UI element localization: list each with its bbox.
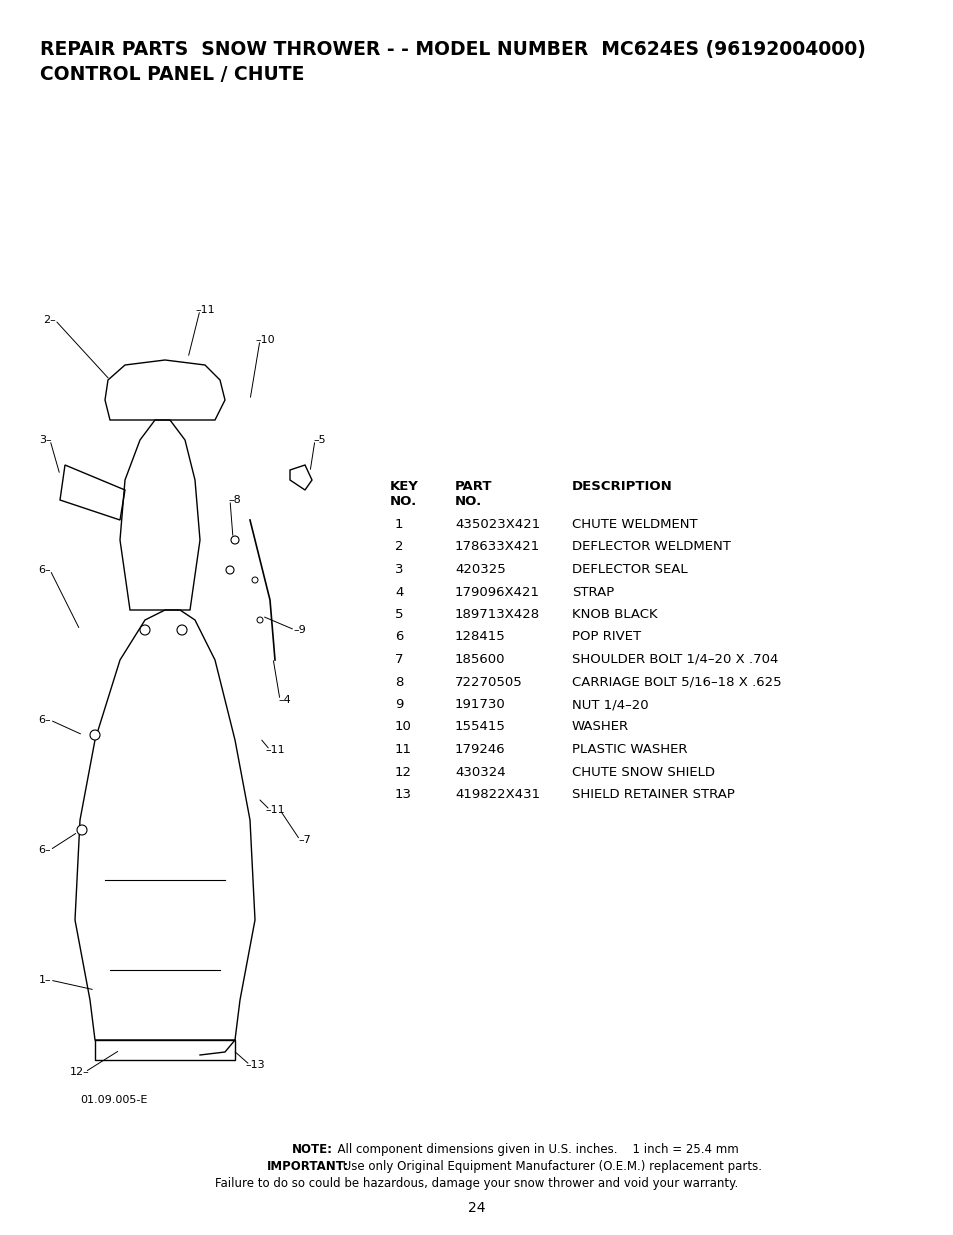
Text: 01.09.005-E: 01.09.005-E [80,1095,147,1105]
Text: 1: 1 [395,517,403,531]
Text: Failure to do so could be hazardous, damage your snow thrower and void your warr: Failure to do so could be hazardous, dam… [215,1177,738,1191]
Text: 191730: 191730 [455,698,505,711]
Text: CONTROL PANEL / CHUTE: CONTROL PANEL / CHUTE [40,65,304,84]
Text: 179096X421: 179096X421 [455,585,539,599]
Circle shape [90,730,100,740]
Text: Use only Original Equipment Manufacturer (O.E.M.) replacement parts.: Use only Original Equipment Manufacturer… [338,1160,761,1173]
Text: DESCRIPTION: DESCRIPTION [572,480,672,493]
Text: 6–: 6– [39,564,51,576]
Text: 10: 10 [395,720,412,734]
Text: PART
NO.: PART NO. [455,480,492,508]
Text: –4: –4 [278,695,291,705]
Text: 419822X431: 419822X431 [455,788,539,802]
Text: –5: –5 [314,435,326,445]
Text: 185600: 185600 [455,653,505,666]
Text: 2–: 2– [44,315,56,325]
Text: 6–: 6– [39,845,51,855]
Text: –13: –13 [245,1060,265,1070]
Text: CHUTE SNOW SHIELD: CHUTE SNOW SHIELD [572,766,714,778]
Text: STRAP: STRAP [572,585,614,599]
Text: 13: 13 [395,788,412,802]
Text: PLASTIC WASHER: PLASTIC WASHER [572,743,687,756]
Text: DEFLECTOR WELDMENT: DEFLECTOR WELDMENT [572,541,730,553]
Text: 4: 4 [395,585,403,599]
Text: SHOULDER BOLT 1/4–20 X .704: SHOULDER BOLT 1/4–20 X .704 [572,653,778,666]
Text: 430324: 430324 [455,766,505,778]
Text: CARRIAGE BOLT 5/16–18 X .625: CARRIAGE BOLT 5/16–18 X .625 [572,676,781,688]
Text: 179246: 179246 [455,743,505,756]
Circle shape [177,625,187,635]
Text: 155415: 155415 [455,720,505,734]
Text: 178633X421: 178633X421 [455,541,539,553]
Text: 1–: 1– [39,974,51,986]
Text: REPAIR PARTS  SNOW THROWER - - MODEL NUMBER  MC624ES (96192004000): REPAIR PARTS SNOW THROWER - - MODEL NUMB… [40,40,865,59]
Circle shape [226,566,233,574]
Text: 420325: 420325 [455,563,505,576]
Text: 189713X428: 189713X428 [455,608,539,621]
Circle shape [256,618,263,622]
Text: 6: 6 [395,631,403,643]
Text: –8: –8 [229,495,241,505]
Text: 11: 11 [395,743,412,756]
Text: POP RIVET: POP RIVET [572,631,640,643]
Text: 12–: 12– [71,1067,90,1077]
Text: KEY
NO.: KEY NO. [390,480,418,508]
Text: SHIELD RETAINER STRAP: SHIELD RETAINER STRAP [572,788,734,802]
Text: –10: –10 [254,335,274,345]
Text: 8: 8 [395,676,403,688]
Text: –7: –7 [298,835,311,845]
Text: 12: 12 [395,766,412,778]
Text: 3: 3 [395,563,403,576]
Text: DEFLECTOR SEAL: DEFLECTOR SEAL [572,563,687,576]
Text: 5: 5 [395,608,403,621]
Text: 128415: 128415 [455,631,505,643]
Text: –9: –9 [294,625,306,635]
Circle shape [140,625,150,635]
Text: 435023X421: 435023X421 [455,517,539,531]
Circle shape [77,825,87,835]
Text: 7: 7 [395,653,403,666]
Text: –11: –11 [195,305,214,315]
Text: –11: –11 [265,805,285,815]
Text: 2: 2 [395,541,403,553]
Text: NUT 1/4–20: NUT 1/4–20 [572,698,648,711]
Text: All component dimensions given in U.S. inches.    1 inch = 25.4 mm: All component dimensions given in U.S. i… [330,1144,738,1156]
Circle shape [252,577,257,583]
Text: –11: –11 [265,745,285,755]
Text: 6–: 6– [39,715,51,725]
Circle shape [231,536,239,543]
Text: IMPORTANT:: IMPORTANT: [267,1160,349,1173]
Text: WASHER: WASHER [572,720,628,734]
Text: 72270505: 72270505 [455,676,522,688]
Text: 24: 24 [468,1200,485,1215]
Text: 3–: 3– [39,435,51,445]
Text: CHUTE WELDMENT: CHUTE WELDMENT [572,517,697,531]
Text: 9: 9 [395,698,403,711]
Text: NOTE:: NOTE: [292,1144,333,1156]
Text: KNOB BLACK: KNOB BLACK [572,608,657,621]
